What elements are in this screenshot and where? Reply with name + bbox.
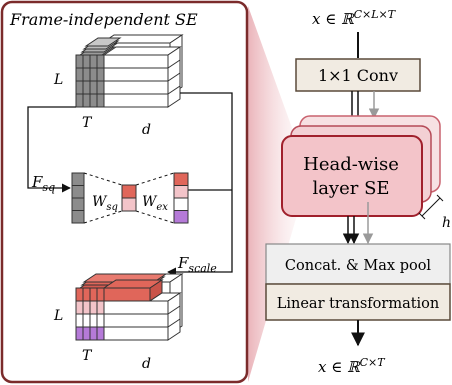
top-feature-block: L T d [53, 34, 184, 138]
input-tensor-label: x ∈ ℝC×L×T [312, 8, 397, 28]
top-axis-t: T [82, 115, 93, 131]
concat-box [265, 243, 451, 285]
top-axis-d: d [142, 122, 151, 138]
bottleneck-vector [121, 184, 137, 212]
conv-box [295, 58, 421, 92]
h-label: h [442, 215, 451, 231]
linear-label: Linear transformation [277, 296, 440, 312]
panel-title: Frame-independent SE [9, 10, 198, 29]
bottom-feature-block: L T d [53, 273, 184, 372]
scale-arrow [167, 92, 233, 277]
bottom-axis-d: d [142, 356, 151, 372]
h-dimension-marker [418, 194, 444, 220]
se-stack [281, 115, 441, 217]
se-line-2: layer SE [312, 178, 389, 199]
w-sq-label: Wsq [92, 194, 118, 213]
conv-label: 1×1 Conv [318, 66, 398, 85]
bottleneck-lines [83, 172, 175, 224]
se-block [281, 135, 423, 217]
top-axis-l: L [53, 72, 63, 88]
f-scale-label: Fscale [177, 254, 217, 275]
excitation-vector [173, 172, 189, 224]
squeeze-vector [71, 172, 85, 224]
concat-label: Concat. & Max pool [285, 258, 432, 274]
bottom-axis-l: L [53, 308, 63, 324]
zoom-funnel [248, 6, 300, 382]
se-line-1: Head-wise [303, 154, 399, 175]
output-tensor-label: x ∈ ℝC×T [318, 356, 386, 376]
f-sq-label: Fsq [31, 173, 55, 194]
w-ex-label: Wex [142, 194, 168, 213]
squeeze-arrow [27, 106, 76, 193]
bottom-axis-t: T [82, 348, 93, 364]
